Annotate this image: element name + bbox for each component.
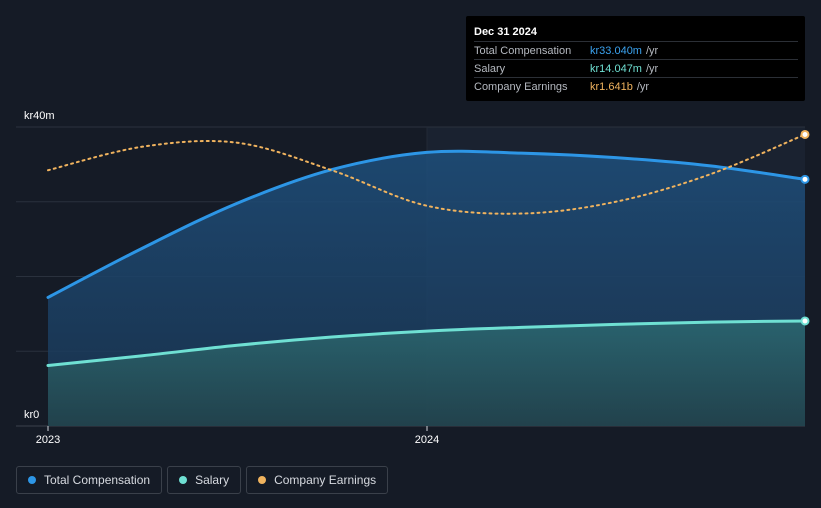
y-tick-label-bottom: kr0 <box>24 409 39 421</box>
x-tick-label: 2023 <box>36 434 60 446</box>
marker-total-compensation <box>800 174 810 184</box>
tooltip-row-company-earnings: Company Earnings kr1.641b /yr <box>474 77 798 95</box>
legend-label: Company Earnings <box>274 473 377 487</box>
tooltip-date: Dec 31 2024 <box>474 26 537 38</box>
line-total-compensation <box>46 149 807 299</box>
legend-dot-icon <box>258 476 267 484</box>
y-tick-label-top: kr40m <box>24 110 55 122</box>
series-lines <box>46 129 810 367</box>
tooltip-unit: /yr <box>645 62 659 75</box>
tooltip-row-salary: Salary kr14.047m /yr <box>474 59 798 77</box>
legend-label: Salary <box>195 473 230 487</box>
tooltip-value: kr1.641b <box>590 80 633 93</box>
line-company-earnings <box>47 133 806 215</box>
tooltip-row-total-compensation: Total Compensation kr33.040m /yr <box>474 41 798 59</box>
legend-item-company-earnings[interactable]: Company Earnings <box>246 466 389 494</box>
x-tick-label: 2024 <box>415 434 439 446</box>
tooltip: Dec 31 2024 Total Compensation kr33.040m… <box>466 16 805 101</box>
legend-dot-icon <box>28 476 36 484</box>
tooltip-unit: /yr <box>645 44 659 57</box>
tooltip-value: kr14.047m <box>590 62 642 75</box>
legend-label: Total Compensation <box>44 473 151 487</box>
tooltip-unit: /yr <box>636 80 650 93</box>
line-salary <box>46 319 807 367</box>
tooltip-label: Total Compensation <box>474 44 572 57</box>
tooltip-label: Company Earnings <box>474 80 568 93</box>
legend-dot-icon <box>179 476 188 484</box>
marker-company-earnings <box>800 129 810 139</box>
area-salary <box>48 320 805 426</box>
tooltip-value: kr33.040m <box>590 44 642 57</box>
legend: Total Compensation Salary Company Earnin… <box>16 466 393 494</box>
series-areas <box>48 151 805 427</box>
marker-salary <box>800 316 810 326</box>
tooltip-label: Salary <box>474 62 506 75</box>
axis-ticks: kr40m kr0 2023 2024 <box>24 110 439 446</box>
legend-item-total-compensation[interactable]: Total Compensation <box>16 466 163 494</box>
legend-item-salary[interactable]: Salary <box>167 466 242 494</box>
